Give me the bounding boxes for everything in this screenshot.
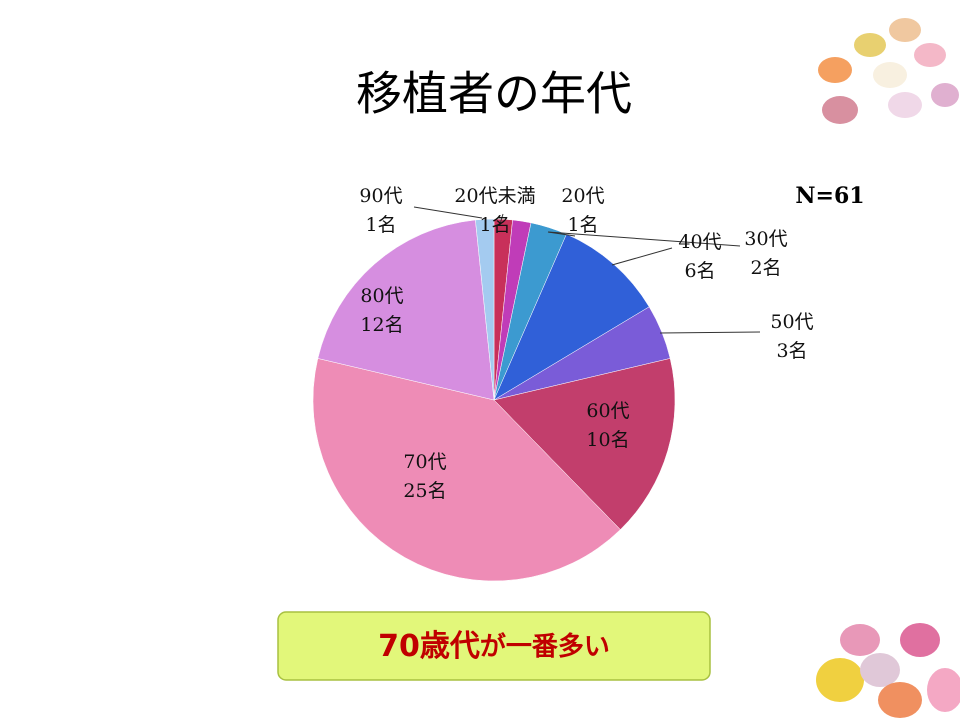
slice-value-label: 2名 xyxy=(750,257,781,279)
callout-emphasis: 70歳代 xyxy=(378,629,480,664)
leader-line xyxy=(413,206,483,219)
slice-label: 80代 xyxy=(360,285,403,307)
slice-label: 70代 xyxy=(403,451,446,473)
pie-slice xyxy=(493,358,676,530)
slice-label: 90代 xyxy=(359,185,402,207)
slice-label: 50代 xyxy=(770,311,813,333)
slice-value-label: 1名 xyxy=(365,214,396,236)
candy-decoration-bottom xyxy=(816,623,960,718)
pie-slice xyxy=(317,219,495,401)
leader-line xyxy=(547,231,741,247)
pie-slice xyxy=(475,218,495,401)
leader-line xyxy=(659,331,761,334)
slice-label: 40代 xyxy=(678,231,721,253)
chart-title: 移植者の年代 xyxy=(356,67,632,121)
callout-rest: が一番多い xyxy=(480,631,610,662)
slice-value-label: 1名 xyxy=(479,214,510,236)
callout-text: 70歳代が一番多い xyxy=(378,629,610,664)
leader-line xyxy=(611,247,673,266)
slice-label: 20代 xyxy=(561,185,604,207)
slice-label: 60代 xyxy=(586,400,629,422)
slice-value-label: 1名 xyxy=(567,214,598,236)
slice-value-label: 12名 xyxy=(360,314,403,336)
leader-line xyxy=(499,213,504,225)
candy-decoration-top xyxy=(818,18,959,124)
pie-slice xyxy=(493,233,650,401)
slice-value-label: 25名 xyxy=(403,480,446,502)
sample-size: N=61 xyxy=(795,183,864,209)
slice-label: 20代未満 xyxy=(454,185,535,207)
slice-label: 30代 xyxy=(744,228,787,250)
pie-slice xyxy=(312,358,621,582)
slice-value-label: 10名 xyxy=(586,429,629,451)
pie: 20代未満 1名 20代 1名 30代 2名 40代 6名 50代 3名 60代 10名 70代 25名 8… xyxy=(312,185,814,582)
callout-box xyxy=(277,611,711,681)
slice-value-label: 6名 xyxy=(684,260,715,282)
slice-value-label: 3名 xyxy=(776,340,807,362)
